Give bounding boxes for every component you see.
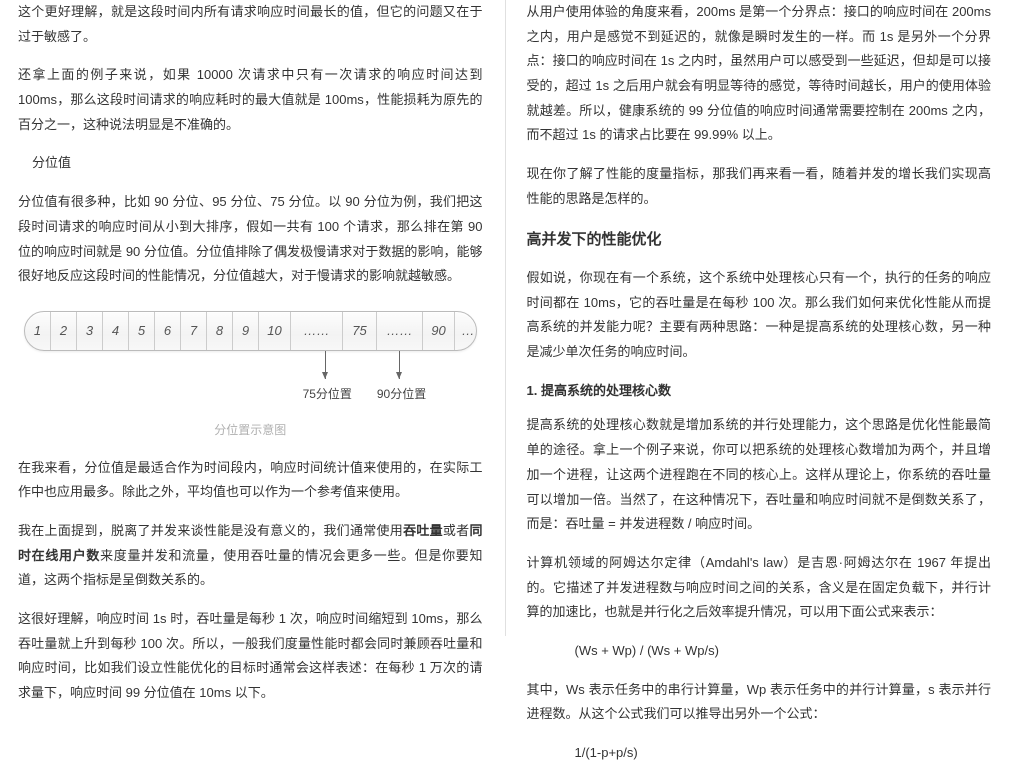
paragraph: 我在上面提到，脱离了并发来谈性能是没有意义的，我们通常使用吞吐量或者同时在线用户… bbox=[18, 519, 483, 593]
percentile-cell: 7 bbox=[181, 312, 207, 350]
percentile-cell: …… bbox=[377, 312, 423, 350]
paragraph: 在我来看，分位值是最适合作为时间段内，响应时间统计值来使用的，在实际工作中也应用… bbox=[18, 456, 483, 505]
figure-caption: 分位置示意图 bbox=[18, 419, 483, 442]
paragraph: 计算机领域的阿姆达尔定律（Amdahl's law）是吉恩·阿姆达尔在 1967… bbox=[527, 551, 992, 625]
label-75: 75分位置 bbox=[303, 383, 352, 406]
formula: 1/(1-p+p/s) bbox=[575, 741, 992, 766]
percentile-cell: 90 bbox=[423, 312, 455, 350]
percentile-cell: 4 bbox=[103, 312, 129, 350]
left-column: 这个更好理解，就是这段时间内所有请求响应时间最长的值，但它的问题又在于过于敏感了… bbox=[0, 0, 505, 636]
column-divider bbox=[505, 0, 506, 636]
percentile-cell: 1 bbox=[25, 312, 51, 350]
text-bold: 吞吐量 bbox=[403, 523, 443, 538]
paragraph: 这很好理解，响应时间 1s 时，吞吐量是每秒 1 次，响应时间缩短到 10ms，… bbox=[18, 607, 483, 706]
heading-3: 高并发下的性能优化 bbox=[527, 226, 992, 255]
percentile-cell: 10 bbox=[259, 312, 291, 350]
text: 我在上面提到，脱离了并发来谈性能是没有意义的，我们通常使用 bbox=[18, 523, 403, 538]
sub-heading: 分位值 bbox=[32, 151, 483, 176]
percentile-cell: 9 bbox=[233, 312, 259, 350]
arrow-75 bbox=[325, 351, 326, 379]
paragraph: 还拿上面的例子来说，如果 10000 次请求中只有一次请求的响应时间达到 100… bbox=[18, 63, 483, 137]
formula: (Ws + Wp) / (Ws + Wp/s) bbox=[575, 639, 992, 664]
percentile-cell: 8 bbox=[207, 312, 233, 350]
right-column: 从用户使用体验的角度来看，200ms 是第一个分界点：接口的响应时间在 200m… bbox=[505, 0, 1009, 636]
percentile-cell: 6 bbox=[155, 312, 181, 350]
paragraph: 从用户使用体验的角度来看，200ms 是第一个分界点：接口的响应时间在 200m… bbox=[527, 0, 992, 148]
arrow-90 bbox=[399, 351, 400, 379]
label-90: 90分位置 bbox=[377, 383, 426, 406]
text: 或者 bbox=[443, 523, 470, 538]
paragraph: 分位值有很多种，比如 90 分位、95 分位、75 分位。以 90 分位为例，我… bbox=[18, 190, 483, 289]
percentile-cell: 3 bbox=[77, 312, 103, 350]
percentile-cell: …… bbox=[291, 312, 343, 350]
paragraph: 这个更好理解，就是这段时间内所有请求响应时间最长的值，但它的问题又在于过于敏感了… bbox=[18, 0, 483, 49]
percentile-bar: 12345678910……75……90……100 bbox=[24, 311, 477, 351]
heading-4: 1. 提高系统的处理核心数 bbox=[527, 379, 992, 404]
percentile-cell: …… bbox=[455, 312, 477, 350]
paragraph: 假如说，你现在有一个系统，这个系统中处理核心只有一个，执行的任务的响应时间都在 … bbox=[527, 266, 992, 365]
percentile-cell: 5 bbox=[129, 312, 155, 350]
percentile-cell: 75 bbox=[343, 312, 377, 350]
percentile-cell: 2 bbox=[51, 312, 77, 350]
paragraph: 现在你了解了性能的度量指标，那我们再来看一看，随着并发的增长我们实现高性能的思路… bbox=[527, 162, 992, 211]
percentile-figure: 12345678910……75……90……100 75分位置 90分位置 分位置… bbox=[18, 303, 483, 442]
paragraph: 提高系统的处理核心数就是增加系统的并行处理能力，这个思路是优化性能最简单的途径。… bbox=[527, 413, 992, 536]
paragraph: 其中，Ws 表示任务中的串行计算量，Wp 表示任务中的并行计算量，s 表示并行进… bbox=[527, 678, 992, 727]
